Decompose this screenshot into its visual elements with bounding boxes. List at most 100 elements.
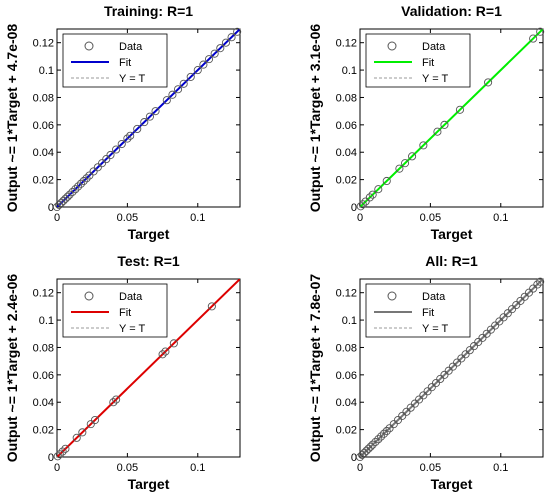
data-point <box>368 190 377 199</box>
legend-data-marker <box>84 41 94 51</box>
data-point <box>455 105 464 114</box>
data-point <box>433 127 442 136</box>
data-point <box>76 179 85 188</box>
data-point <box>168 90 177 99</box>
legend-data-marker <box>84 291 94 301</box>
data-point <box>398 411 407 420</box>
data-point <box>58 447 67 456</box>
y-tick-label: 0.12 <box>336 38 357 50</box>
data-point <box>102 155 111 164</box>
data-point <box>536 277 545 286</box>
data-point <box>415 395 424 404</box>
data-point <box>448 362 457 371</box>
data-point <box>461 350 470 359</box>
y-tick-label: 0.06 <box>33 370 54 382</box>
data-point <box>536 27 545 36</box>
data-point <box>158 350 167 359</box>
data-point <box>529 284 538 293</box>
data-point <box>377 432 386 441</box>
data-point <box>360 448 369 457</box>
data-point <box>221 38 230 47</box>
x-axis-label: Target <box>431 226 473 242</box>
legend-label: Y = T <box>119 73 145 85</box>
data-point <box>210 49 219 58</box>
x-tick-label: 0 <box>357 462 363 474</box>
data-point <box>486 325 495 334</box>
data-point <box>78 428 87 437</box>
data-point <box>55 200 64 209</box>
lines-layer <box>360 29 543 207</box>
y-tick-label: 0.12 <box>336 288 357 300</box>
data-point <box>123 134 132 143</box>
data-point <box>410 399 419 408</box>
data-point <box>474 337 483 347</box>
y-tick-label: 0.08 <box>33 342 54 354</box>
data-point <box>53 452 62 461</box>
data-point <box>112 145 121 154</box>
legend-label: Fit <box>119 57 131 69</box>
y-tick-label: 0.08 <box>336 92 357 104</box>
data-point <box>151 107 160 116</box>
data-point <box>427 383 436 392</box>
x-tick-label: 0.05 <box>117 212 138 224</box>
data-point <box>52 202 62 212</box>
data-point <box>440 370 449 379</box>
data-point <box>402 407 411 416</box>
data-point <box>431 379 441 388</box>
legend-label: Y = T <box>119 323 145 335</box>
y-tick-label: 0.1 <box>342 65 357 77</box>
lines-layer <box>57 29 240 207</box>
y-tick-label: 0.02 <box>336 425 357 437</box>
data-point <box>93 163 102 172</box>
y-tick-label: 0 <box>351 452 357 464</box>
legend-data-marker <box>387 291 397 301</box>
data-point <box>366 442 375 451</box>
y-tick-label: 0.04 <box>33 397 54 409</box>
y-tick-label: 0 <box>351 202 357 214</box>
data-point <box>89 167 98 176</box>
data-point <box>79 176 88 186</box>
y-axis-label: Output ~= 1*Target + 7.8e-07 <box>307 274 323 463</box>
data-point <box>368 440 377 449</box>
data-point <box>72 433 81 442</box>
legend-box <box>62 283 168 338</box>
data-point <box>85 171 94 180</box>
regression-panel: 0 0.05 0.1 0 0.02 0.04 0.06 0.08 0.1 0.12 Data Fit Y… <box>307 253 545 492</box>
data-point <box>216 44 225 53</box>
data-point <box>457 354 466 363</box>
regression-panel: 0 0.05 0.1 0 0.02 0.04 0.06 0.08 0.1 0.12 Data Fit Y… <box>4 3 242 242</box>
legend-label: Data <box>422 41 446 53</box>
data-point <box>520 292 529 301</box>
x-tick-label: 0.05 <box>420 212 441 224</box>
x-axis-label: Target <box>128 226 170 242</box>
data-point <box>227 33 236 42</box>
data-point <box>533 280 542 289</box>
data-point <box>374 185 383 194</box>
data-point <box>440 120 449 129</box>
data-point <box>524 288 533 297</box>
data-point <box>233 27 242 36</box>
data-point <box>145 112 154 121</box>
chart-title: Validation: R=1 <box>401 3 502 19</box>
legend-label: Fit <box>422 307 434 319</box>
regression-panel: 0 0.05 0.1 0 0.02 0.04 0.06 0.08 0.1 0.12 Data Fit Y… <box>4 253 241 492</box>
data-point <box>436 374 445 384</box>
x-tick-label: 0.05 <box>420 462 441 474</box>
fit-line <box>57 279 240 457</box>
y-tick-label: 0.1 <box>39 65 54 77</box>
chart-title: Test: R=1 <box>117 253 180 269</box>
data-point <box>162 96 171 105</box>
data-point <box>74 182 83 191</box>
y-axis-label: Output ~= 1*Target + 2.4e-06 <box>4 274 20 463</box>
data-point <box>356 202 365 211</box>
lines-layer <box>57 279 240 457</box>
y-tick-label: 0 <box>48 202 54 214</box>
data-point <box>529 34 538 43</box>
data-point <box>385 424 394 433</box>
data-point <box>512 300 521 310</box>
data-point <box>90 415 100 425</box>
data-point <box>97 159 107 168</box>
data-point <box>133 124 142 134</box>
legend-box <box>62 33 168 88</box>
